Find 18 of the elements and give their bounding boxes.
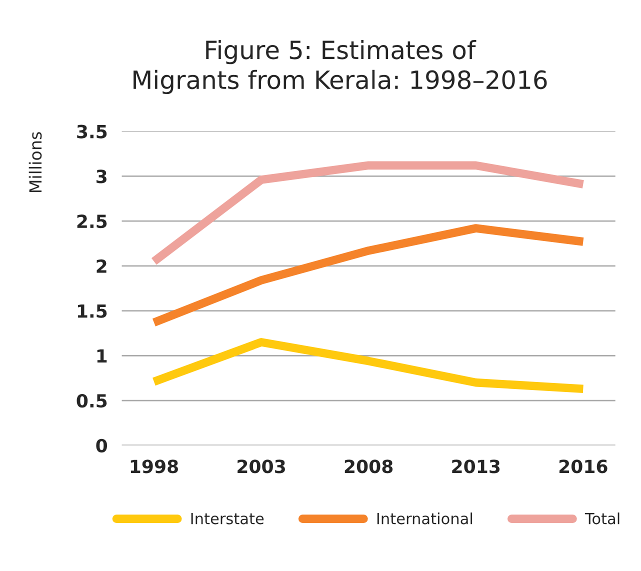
legend-label: Interstate — [191, 512, 264, 524]
y-tick-label: 1 — [97, 349, 107, 363]
x-tick-label: 2008 — [344, 460, 393, 474]
y-tick-label: 1.5 — [78, 304, 107, 318]
y-axis-title: Millions — [28, 132, 42, 192]
x-tick-label: 2003 — [238, 460, 285, 474]
x-tick-label: 2013 — [452, 460, 500, 474]
chart-title: Figure 5: Estimates of Migrants from Kerala: 1998–2016 — [134, 40, 547, 94]
y-tick-label: 0 — [96, 438, 108, 452]
y-tick-label: 2.5 — [77, 214, 107, 228]
legend-label: Total — [584, 512, 620, 524]
y-tick-label: 3.5 — [77, 124, 107, 138]
legend-label: International — [377, 512, 472, 524]
x-tick-label: 2016 — [559, 460, 608, 474]
y-tick-label: 3 — [96, 170, 106, 184]
x-tick-label: 1998 — [130, 460, 178, 474]
y-tick-label: 2 — [96, 259, 106, 273]
y-tick-label: 0.5 — [76, 394, 107, 408]
